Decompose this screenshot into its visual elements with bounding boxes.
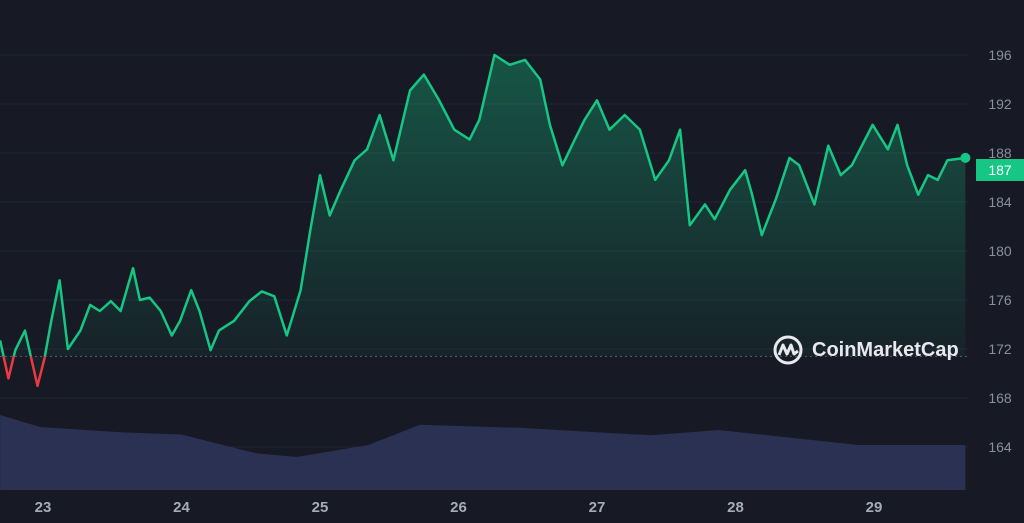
y-tick-label: 192 [988, 96, 1012, 112]
x-tick-label: 29 [866, 499, 883, 516]
y-tick-label: 176 [988, 292, 1012, 308]
x-tick-label: 27 [589, 499, 606, 516]
y-tick-label: 180 [988, 243, 1012, 259]
y-tick-label: 172 [988, 341, 1012, 357]
y-tick-label: 188 [988, 145, 1012, 161]
x-tick-label: 28 [727, 499, 744, 516]
current-price-badge [976, 159, 1024, 181]
x-tick-label: 26 [450, 499, 467, 516]
x-tick-label: 23 [35, 499, 52, 516]
watermark-text: CoinMarketCap [812, 338, 959, 361]
current-price-label: 187 [988, 162, 1012, 178]
x-tick-label: 25 [312, 499, 329, 516]
price-line-up [0, 53, 966, 357]
y-tick-label: 168 [988, 390, 1012, 406]
x-tick-label: 24 [173, 499, 190, 516]
y-tick-label: 184 [988, 194, 1012, 210]
y-tick-label: 164 [988, 439, 1012, 455]
volume-area [0, 415, 966, 490]
y-tick-label: 196 [988, 47, 1012, 63]
price-area-fill [0, 55, 966, 386]
coinmarketcap-watermark: CoinMarketCap [772, 334, 959, 366]
current-price-dot [960, 152, 971, 163]
coinmarketcap-logo-icon [773, 335, 803, 365]
